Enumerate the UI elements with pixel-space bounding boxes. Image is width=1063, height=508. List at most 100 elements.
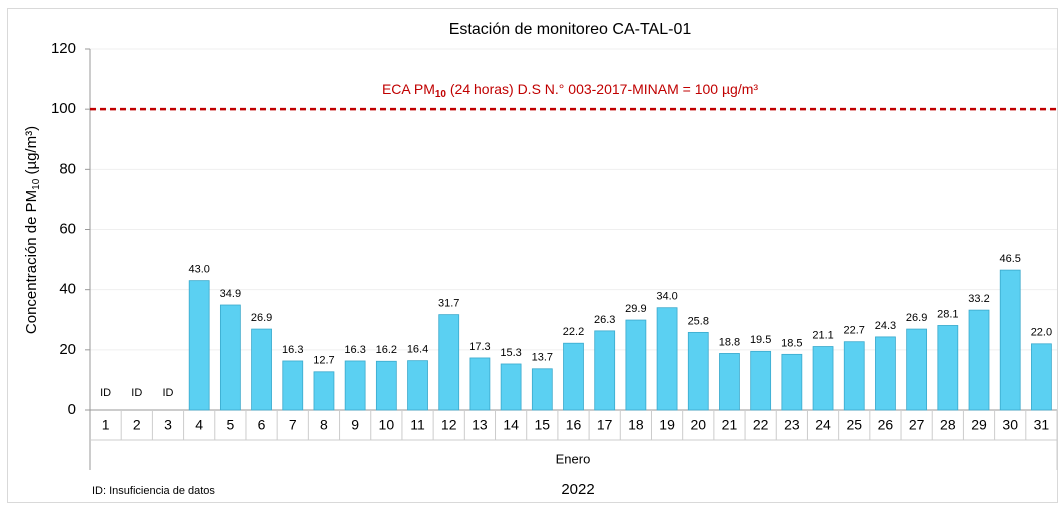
threshold-label-sub: 10 [435,89,447,100]
bar [219,304,241,411]
x-tick-label: 12 [441,417,457,433]
bar [843,341,865,411]
x-tick-label: 29 [971,417,987,433]
value-label: 26.9 [251,312,272,324]
chart-border [7,8,1058,503]
x-tick-label: 11 [410,417,425,433]
footnote: ID: Insuficiencia de datos [92,485,215,497]
y-tick-label: 100 [51,100,76,117]
value-label: 16.2 [376,344,397,356]
value-label: 25.8 [688,315,709,327]
x-tick-label: 18 [628,417,644,433]
bar [282,360,304,411]
x-tick-label: 27 [909,417,925,433]
value-label: 26.9 [906,312,927,324]
y-tick-label: 60 [59,220,76,237]
value-label: 19.5 [750,334,771,346]
x-tick-label: 6 [258,417,266,433]
bar [594,330,616,411]
x-tick-label: 3 [164,417,172,433]
value-label: 28.1 [937,308,958,320]
bar [625,319,647,411]
value-label: ID [162,387,173,399]
value-label: ID [100,387,111,399]
x-tick-label: 19 [659,417,675,433]
x-tick-label: 9 [351,417,359,433]
value-label: 12.7 [313,355,334,367]
bar [563,342,584,411]
x-tick-label: 20 [690,417,706,433]
value-label: 16.4 [407,344,428,356]
y-axis-label-unit: (µg/m³) [23,126,40,179]
x-tick-label: 2 [133,417,141,433]
bar [438,314,460,411]
value-label: 29.9 [625,303,646,315]
bar [687,331,709,411]
value-label: 46.5 [999,253,1020,265]
x-tick-label: 30 [1002,417,1018,433]
y-axis-label-text: Concentración de PM [23,190,40,334]
bar [313,371,335,411]
y-tick-label: 40 [59,281,76,298]
value-label: ID [131,387,142,399]
bar [500,363,522,411]
value-label: 16.3 [344,344,365,356]
x-tick-label: 13 [472,417,488,433]
value-label: 18.8 [719,336,740,348]
y-tick-label: 120 [51,40,76,57]
value-label: 34.0 [656,291,677,303]
value-label: 22.7 [844,325,865,337]
x-tick-label: 17 [597,417,613,433]
x-tick-label: 31 [1034,417,1050,433]
bar [469,357,491,411]
x-group-label: 2022 [561,481,594,498]
value-label: 17.3 [469,341,490,353]
x-tick-label: 14 [503,417,519,433]
x-tick-label: 21 [722,417,738,433]
bar [1031,343,1052,411]
y-axis-label: Concentración de PM10 (µg/m³) [23,126,42,334]
value-label: 16.3 [282,344,303,356]
threshold-label-text: ECA PM [382,81,435,97]
value-label: 34.9 [220,288,241,300]
bar [968,309,990,411]
value-label: 22.0 [1031,327,1052,339]
x-tick-label: 5 [226,417,234,433]
x-tick-label: 28 [940,417,956,433]
bar [251,328,272,411]
x-tick-label: 4 [195,417,203,433]
value-label: 43.0 [188,264,209,276]
bar [407,360,428,411]
y-tick-label: 20 [59,341,76,358]
bar [875,336,896,411]
value-label: 13.7 [532,352,553,364]
value-label: 24.3 [875,320,896,332]
x-axis-label: Enero [556,451,591,466]
x-tick-label: 8 [320,417,328,433]
bar [750,350,772,411]
bar [906,328,928,411]
value-label: 18.5 [781,337,802,349]
value-label: 15.3 [500,347,521,359]
bar [719,353,740,411]
value-label: 21.1 [812,329,833,341]
threshold-label: ECA PM10 (24 horas) D.S N.° 003-2017-MIN… [382,81,758,100]
x-tick-label: 7 [289,417,297,433]
value-label: 26.3 [594,314,615,326]
bar [188,280,210,411]
x-tick-label: 26 [878,417,894,433]
bar [937,325,959,411]
value-label: 33.2 [968,293,989,305]
x-tick-label: 16 [566,417,582,433]
x-tick-label: 24 [815,417,831,433]
x-tick-label: 23 [784,417,800,433]
x-tick-label: 15 [535,417,551,433]
bar [344,360,366,411]
x-tick-label: 22 [753,417,769,433]
x-tick-label: 1 [102,417,110,433]
value-label: 31.7 [438,298,459,310]
chart-title: Estación de monitoreo CA-TAL-01 [449,21,692,38]
bar [656,307,678,411]
bar [812,346,834,411]
